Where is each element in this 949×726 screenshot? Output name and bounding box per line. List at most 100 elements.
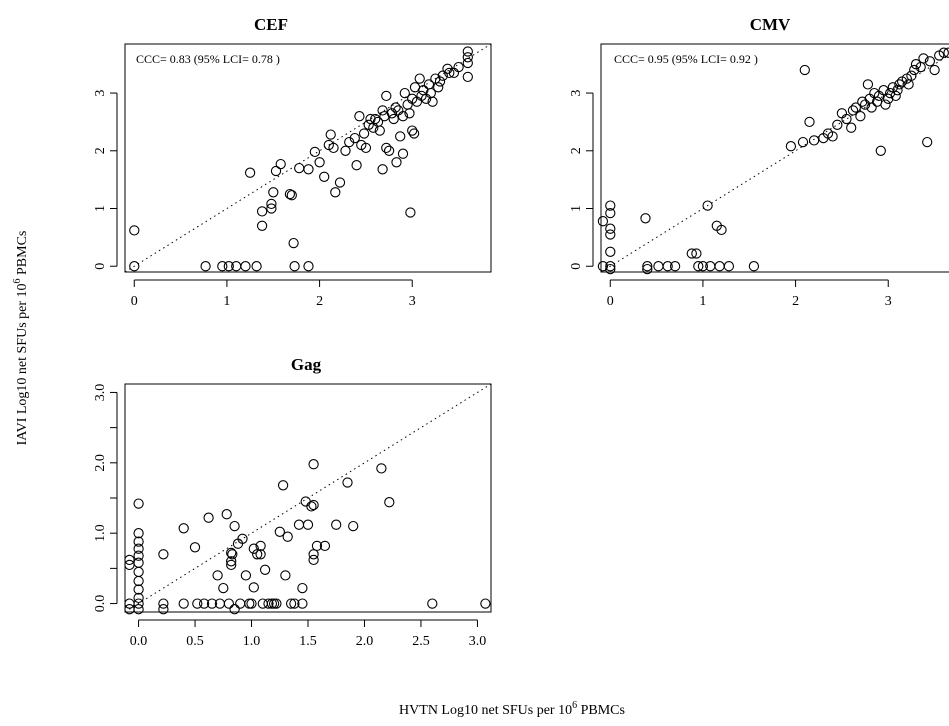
- data-point: [334, 177, 346, 188]
- panel-title: Gag: [291, 355, 322, 374]
- data-point: [200, 261, 211, 272]
- data-point: [203, 512, 214, 523]
- data-point: [268, 598, 280, 609]
- data-point: [434, 76, 446, 87]
- data-point: [642, 263, 653, 275]
- data-point: [308, 459, 319, 470]
- data-point: [319, 540, 331, 552]
- data-point: [395, 131, 406, 142]
- x-axis: 0 1 2 3: [131, 279, 416, 309]
- data-point: [785, 141, 797, 152]
- data-point: [129, 225, 140, 236]
- data-point: [308, 499, 319, 511]
- data-point: [277, 480, 289, 491]
- data-point: [248, 582, 259, 593]
- data-point: [453, 61, 464, 73]
- y-tick-label: 2: [569, 147, 584, 154]
- y-tick-label: 1.0: [93, 524, 108, 542]
- data-point: [662, 261, 673, 272]
- data-point: [850, 102, 861, 113]
- data-point: [133, 543, 144, 554]
- data-point: [351, 160, 362, 171]
- data-point: [597, 216, 609, 227]
- points: [129, 46, 473, 272]
- data-point: [354, 111, 365, 122]
- data-point: [383, 145, 395, 156]
- data-point: [331, 519, 342, 530]
- data-point: [255, 549, 266, 560]
- data-point: [402, 99, 413, 110]
- data-point: [330, 187, 341, 198]
- data-point: [847, 105, 859, 116]
- data-point: [397, 148, 409, 159]
- data-point: [377, 105, 388, 116]
- data-point: [133, 592, 144, 604]
- data-point: [284, 188, 296, 200]
- data-point: [259, 564, 271, 575]
- data-point: [223, 598, 235, 609]
- data-point: [414, 73, 425, 84]
- x-tick-label: 1.5: [299, 634, 317, 649]
- data-point: [605, 261, 616, 272]
- y-axis: 0 1 2 3: [569, 90, 594, 270]
- points: [597, 47, 949, 275]
- data-point: [405, 207, 416, 218]
- data-point: [133, 550, 144, 561]
- data-point: [189, 542, 201, 553]
- data-point: [342, 477, 353, 488]
- data-point: [377, 164, 388, 175]
- x-axis-title: HVTN Log10 net SFUs per 106 PBMCs: [399, 700, 625, 718]
- data-point: [302, 519, 314, 530]
- data-point: [723, 261, 735, 272]
- data-point: [178, 523, 189, 534]
- x-tick-label: 2.5: [412, 634, 430, 649]
- data-point: [862, 79, 874, 90]
- data-point: [244, 167, 256, 178]
- data-point: [218, 582, 229, 594]
- data-point: [129, 261, 140, 272]
- data-point: [212, 570, 223, 581]
- data-point: [374, 125, 385, 136]
- data-point: [381, 142, 392, 154]
- plot-frame: [600, 43, 949, 273]
- x-axis: 0.0 0.5 1.0 1.5 2.0 2.5 3.0: [130, 619, 487, 649]
- data-point: [379, 111, 390, 122]
- x-tick-label: 3.0: [469, 634, 487, 649]
- data-point: [372, 116, 384, 128]
- identity-reference-line: [600, 54, 949, 273]
- data-point: [427, 96, 438, 107]
- data-point: [462, 57, 473, 69]
- data-point: [691, 248, 702, 259]
- data-point: [282, 531, 293, 542]
- data-point: [797, 136, 809, 148]
- data-point: [358, 128, 370, 139]
- data-point: [280, 570, 291, 581]
- data-point: [226, 547, 237, 559]
- data-point: [605, 229, 616, 240]
- data-point: [808, 135, 820, 146]
- data-point: [133, 575, 144, 587]
- x-tick-label: 0: [131, 294, 138, 309]
- plot-frame: [124, 43, 492, 273]
- data-point: [314, 157, 325, 168]
- data-point: [348, 520, 359, 532]
- data-point: [653, 261, 664, 272]
- data-point: [226, 556, 237, 567]
- data-point: [255, 540, 266, 552]
- data-point: [133, 557, 144, 568]
- data-point: [384, 497, 395, 508]
- data-point: [836, 108, 848, 119]
- data-point: [308, 554, 319, 566]
- data-point: [693, 261, 704, 272]
- x-tick-label: 2: [792, 294, 799, 309]
- data-point: [158, 598, 169, 609]
- y-tick-label: 1: [569, 205, 584, 212]
- data-point: [266, 203, 277, 214]
- data-point: [714, 261, 725, 272]
- data-point: [883, 93, 894, 104]
- data-point: [268, 187, 279, 198]
- x-tick-label: 1.0: [243, 634, 261, 649]
- data-point: [918, 53, 929, 64]
- x-tick-label: 0.5: [186, 634, 204, 649]
